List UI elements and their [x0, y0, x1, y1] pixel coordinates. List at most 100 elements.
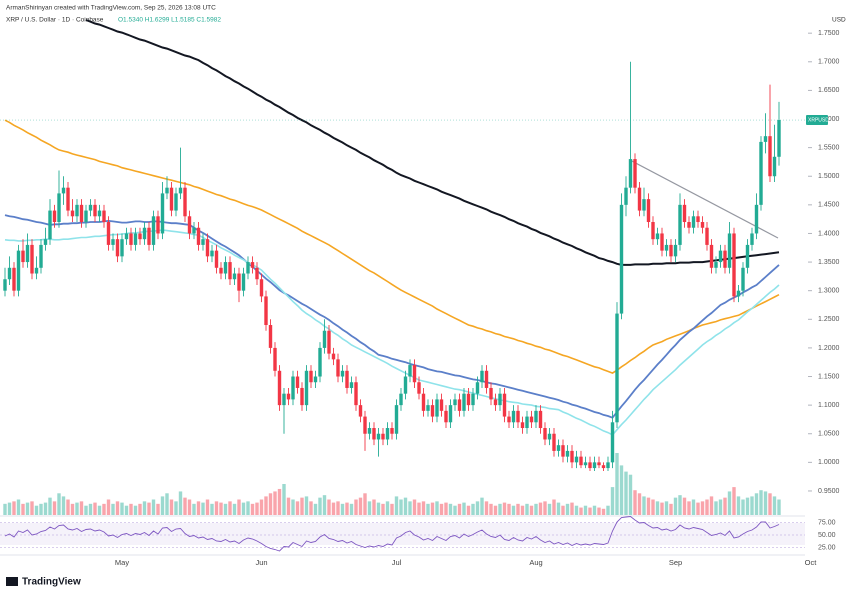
volume-bar: [381, 503, 385, 515]
x-tick-label: Jun: [255, 558, 267, 567]
volume-bar: [331, 502, 336, 515]
volume-bar: [7, 502, 12, 515]
candle-body: [273, 347, 277, 371]
candle-body: [75, 204, 79, 217]
logo-mark: [6, 577, 18, 586]
volume-bar: [282, 484, 286, 515]
candle-body: [727, 233, 732, 268]
candle-body: [169, 187, 174, 211]
candle-body: [268, 325, 273, 348]
candle-body: [583, 462, 588, 466]
volume-bar: [574, 505, 579, 515]
y-tick-label: 1.7000: [818, 59, 840, 66]
candle-body: [412, 365, 417, 383]
volume-bar: [678, 495, 682, 515]
ma-line: [85, 19, 780, 266]
candle-body: [304, 370, 309, 406]
x-tick-label: Sep: [669, 558, 682, 567]
candle-body: [628, 159, 633, 188]
volume-bar: [300, 497, 304, 515]
candle-body: [660, 233, 664, 251]
candle-body: [484, 370, 489, 388]
candle-body: [16, 250, 21, 291]
volume-bar: [88, 503, 93, 515]
candle-body: [682, 204, 687, 223]
candle-body: [543, 428, 547, 440]
volume-bar: [340, 503, 345, 515]
candle-body: [403, 376, 408, 394]
candle-body: [187, 216, 192, 234]
volume-bar: [417, 502, 421, 515]
volume-bar: [754, 493, 759, 515]
volume-bar: [457, 503, 462, 515]
x-tick-label: Jul: [392, 558, 402, 567]
y-tick-label: 1.0000: [818, 459, 840, 466]
candle-body: [93, 204, 97, 217]
candle-body: [241, 273, 246, 291]
candle-body: [768, 136, 772, 177]
volume-bar: [462, 502, 466, 515]
volume-bar: [183, 497, 187, 515]
volume-bar: [471, 503, 475, 515]
x-tick-label: Aug: [529, 558, 542, 567]
volume-bar: [498, 503, 502, 515]
y-tick-label: 1.4500: [818, 202, 840, 209]
candle-body: [183, 187, 187, 217]
candle-body: [741, 267, 745, 291]
volume-bar: [475, 501, 480, 515]
volume-bar: [120, 502, 124, 515]
candle-body: [7, 267, 12, 280]
volume-bar: [277, 488, 282, 515]
candle-body: [489, 387, 493, 400]
volume-bar: [255, 502, 259, 515]
volume-bar: [16, 499, 21, 515]
candle-body: [84, 210, 88, 223]
symbol-line: XRP / U.S. Dollar · 1D · Coinbase: [6, 17, 104, 24]
volume-bar: [534, 503, 538, 515]
candle-body: [349, 382, 354, 388]
candle-body: [471, 393, 475, 406]
candle-body: [205, 239, 210, 257]
volume-bar: [696, 502, 700, 515]
candle-body: [399, 393, 403, 406]
volume-bar: [250, 503, 255, 515]
volume-bar: [151, 499, 156, 515]
candle-body: [111, 239, 115, 245]
candle-body: [219, 267, 223, 274]
candle-body: [147, 227, 151, 245]
candle-body: [282, 393, 286, 406]
volume-bar: [606, 505, 610, 515]
candle-body: [574, 456, 579, 463]
volume-bar: [651, 499, 655, 515]
candle-body: [160, 193, 165, 234]
volume-bar: [268, 493, 273, 515]
candle-body: [601, 465, 606, 469]
candle-body: [691, 216, 696, 228]
candle-body: [696, 216, 700, 223]
volume-bar: [363, 493, 367, 515]
candle-body: [556, 445, 561, 451]
candle-body: [511, 410, 516, 423]
author-line: ArmanShirinyan created with TradingView.…: [6, 5, 216, 12]
candle-body: [651, 222, 655, 240]
ohlc-line: O1.5340 H1.6299 L1.5185 C1.5982: [118, 17, 221, 24]
volume-bar: [736, 496, 741, 515]
candle-body: [502, 393, 507, 417]
candle-body: [66, 187, 70, 211]
y-tick-label: 1.3000: [818, 288, 840, 295]
candle-body: [615, 313, 619, 423]
ma-line: [4, 214, 780, 419]
volume-bar: [102, 503, 106, 515]
volume-bar: [3, 503, 7, 515]
volume-bar: [160, 496, 165, 515]
volume-bar: [286, 497, 291, 515]
candle-body: [534, 410, 538, 423]
candle-body: [619, 204, 624, 314]
candle-body: [763, 136, 768, 142]
candle-body: [345, 370, 349, 388]
candle-body: [165, 187, 169, 194]
volume-bar: [772, 496, 777, 515]
volume-bar: [511, 505, 516, 515]
candle-body: [538, 410, 543, 429]
